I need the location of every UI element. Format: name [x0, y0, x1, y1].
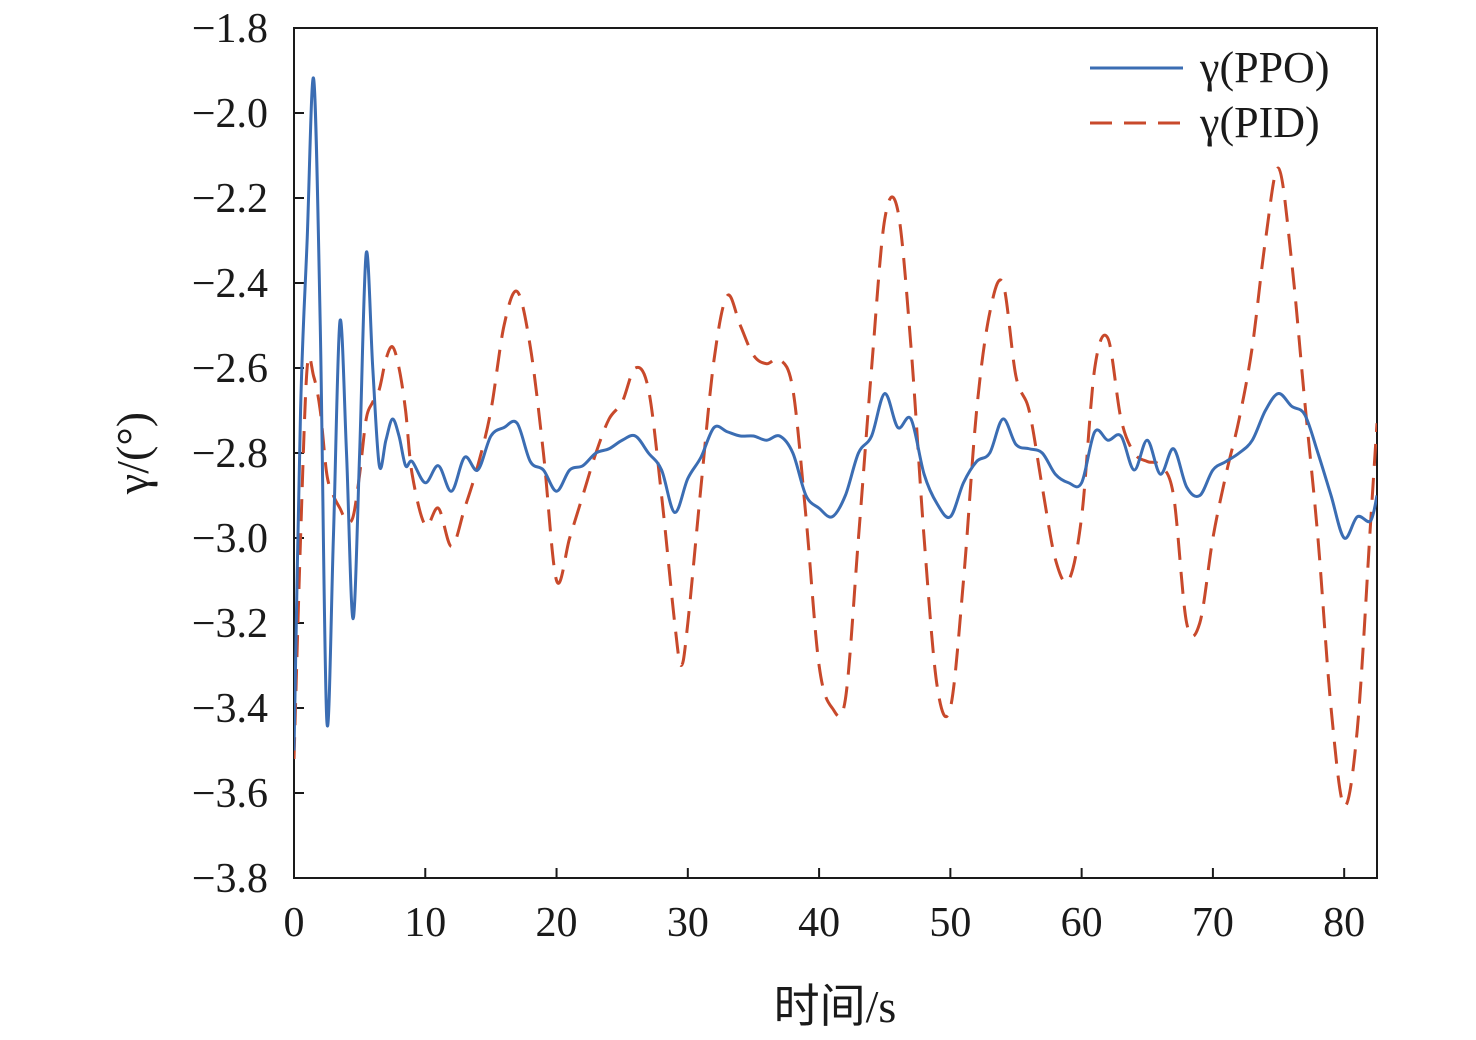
x-tick-label: 60: [1061, 900, 1103, 946]
y-tick-label: −2.0: [192, 91, 268, 137]
y-axis-title: γ/(°): [107, 412, 158, 495]
y-tick-label: −2.4: [192, 261, 268, 307]
y-tick-label: −3.6: [192, 771, 268, 817]
y-tick-label: −2.2: [192, 176, 268, 222]
x-axis-title: 时间/s: [774, 981, 897, 1032]
y-tick-label: −3.4: [192, 686, 268, 732]
plot-area-frame: [293, 27, 1378, 879]
legend-label-ppo: γ(PPO): [1199, 43, 1329, 92]
x-tick-label: 30: [667, 900, 709, 946]
x-tick-label: 50: [929, 900, 971, 946]
x-tick-label: 40: [798, 900, 840, 946]
y-tick-label: −2.6: [192, 346, 268, 392]
series-line-pid: [294, 166, 1377, 808]
y-tick-label: −3.8: [192, 856, 268, 902]
legend: γ(PPO) γ(PID): [1090, 43, 1329, 147]
x-tick-label: 20: [536, 900, 578, 946]
y-tick-label: −3.0: [192, 516, 268, 562]
y-tick-label: −3.2: [192, 601, 268, 647]
series-line-ppo: [294, 76, 1377, 751]
series-layer: [294, 76, 1377, 808]
x-axis-ticks: 0 10 20 30 40 50 60 70 80: [284, 868, 1365, 946]
x-tick-label: 70: [1192, 900, 1234, 946]
legend-label-pid: γ(PID): [1199, 98, 1320, 147]
y-axis-ticks: −1.8 −2.0 −2.2 −2.4 −2.6 −2.8 −3.0 −3.2 −3.4 −3.6…: [192, 6, 304, 902]
x-tick-label: 10: [404, 900, 446, 946]
y-tick-label: −1.8: [192, 6, 268, 52]
x-tick-label: 0: [284, 900, 305, 946]
y-tick-label: −2.8: [192, 431, 268, 477]
x-tick-label: 80: [1323, 900, 1365, 946]
